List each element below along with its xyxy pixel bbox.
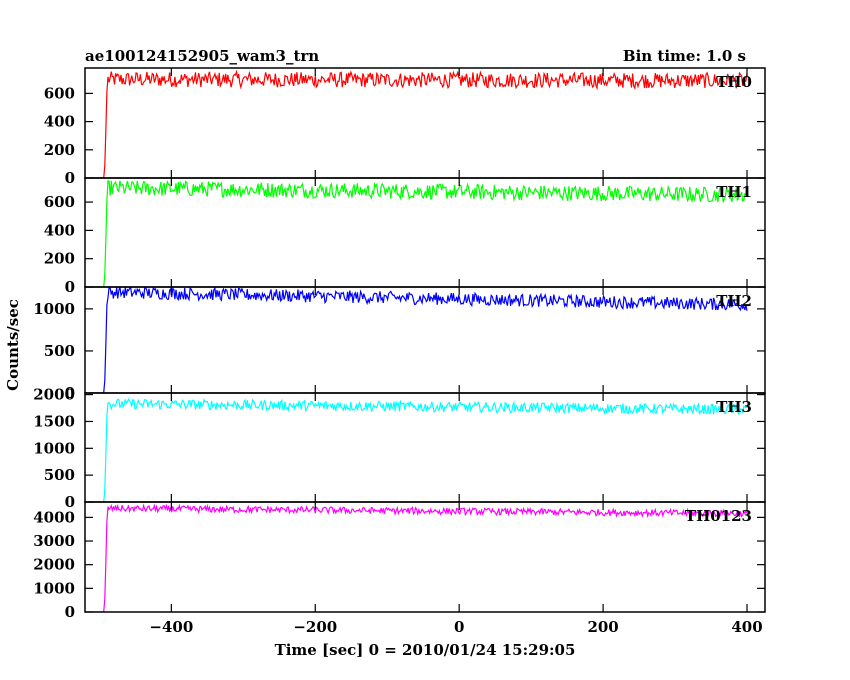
y-tick-label-th2-500: 500 <box>44 342 75 360</box>
y-tick-label-th3-1000: 1000 <box>33 439 75 457</box>
panel-frame-th2 <box>84 286 766 394</box>
panel-frame-th0123 <box>84 501 766 613</box>
y-tick-label-th0-0: 0 <box>65 169 75 187</box>
series-label-th2: TH2 <box>716 292 752 310</box>
series-label-th0: TH0 <box>716 73 752 91</box>
x-tick-label-0: 0 <box>454 618 464 636</box>
y-tick-label-th0123-0: 0 <box>65 603 75 621</box>
trace-th0 <box>90 69 748 178</box>
trace-th0123 <box>90 503 748 612</box>
x-tick-label--200: −200 <box>293 618 337 636</box>
y-tick-label-th1-600: 600 <box>44 193 75 211</box>
y-tick-label-th1-400: 400 <box>44 221 75 239</box>
y-tick-label-th2-1000: 1000 <box>33 300 75 318</box>
panel-frame-th3 <box>84 392 766 503</box>
x-axis-title: Time [sec] 0 = 2010/01/24 15:29:05 <box>275 641 576 659</box>
bin-time-label: Bin time: 1.0 s <box>623 47 746 65</box>
y-axis-title: Counts/sec <box>4 299 22 391</box>
y-tick-label-th0123-2000: 2000 <box>33 556 75 574</box>
trace-th1 <box>90 179 748 287</box>
x-tick-label--400: −400 <box>149 618 193 636</box>
series-label-th0123: TH0123 <box>685 507 752 525</box>
y-tick-label-th3-500: 500 <box>44 466 75 484</box>
y-tick-label-th0-400: 400 <box>44 113 75 131</box>
y-tick-label-th1-0: 0 <box>65 278 75 296</box>
series-label-th3: TH3 <box>716 398 752 416</box>
y-tick-label-th3-0: 0 <box>65 493 75 511</box>
y-tick-label-th0123-4000: 4000 <box>33 508 75 526</box>
series-label-th1: TH1 <box>716 183 752 201</box>
chart-title: ae100124152905_wam3_trn <box>85 47 319 65</box>
y-tick-label-th0-200: 200 <box>44 141 75 159</box>
trace-th3 <box>90 397 748 502</box>
x-tick-label-400: 400 <box>731 618 762 636</box>
trace-th2 <box>90 287 748 393</box>
y-tick-label-th0123-3000: 3000 <box>33 532 75 550</box>
x-tick-label-200: 200 <box>587 618 618 636</box>
y-tick-label-th3-2000: 2000 <box>33 386 75 404</box>
y-tick-label-th0-600: 600 <box>44 84 75 102</box>
y-tick-label-th3-1500: 1500 <box>33 412 75 430</box>
y-tick-label-th1-200: 200 <box>44 250 75 268</box>
y-tick-label-th2-0: 0 <box>65 384 75 402</box>
y-tick-label-th0123-1000: 1000 <box>33 579 75 597</box>
